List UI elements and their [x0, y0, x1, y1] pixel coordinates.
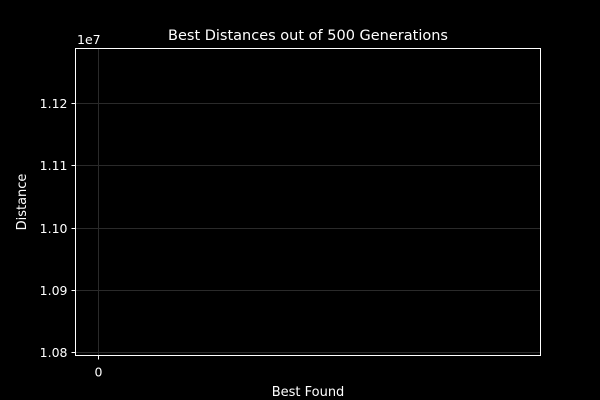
- y-tick-label: 1.08: [40, 345, 68, 360]
- x-tick-label: 0: [95, 365, 103, 380]
- y-tick-label: 1.11: [40, 158, 68, 173]
- chart-title: Best Distances out of 500 Generations: [168, 28, 448, 44]
- plot-frame: [75, 48, 541, 356]
- grid-lines: [75, 48, 541, 356]
- x-axis-label: Best Found: [272, 385, 345, 400]
- y-tick-label: 1.12: [40, 96, 68, 111]
- y-tick-label: 1.09: [40, 283, 68, 298]
- y-tick-label: 1.10: [40, 221, 68, 236]
- x-axis-ticks: 0: [95, 355, 103, 380]
- y-axis-label: Distance: [15, 174, 30, 231]
- y-offset-label: 1e7: [77, 32, 101, 47]
- y-axis-ticks: 1.08 1.09 1.10 1.11 1.12: [40, 96, 76, 360]
